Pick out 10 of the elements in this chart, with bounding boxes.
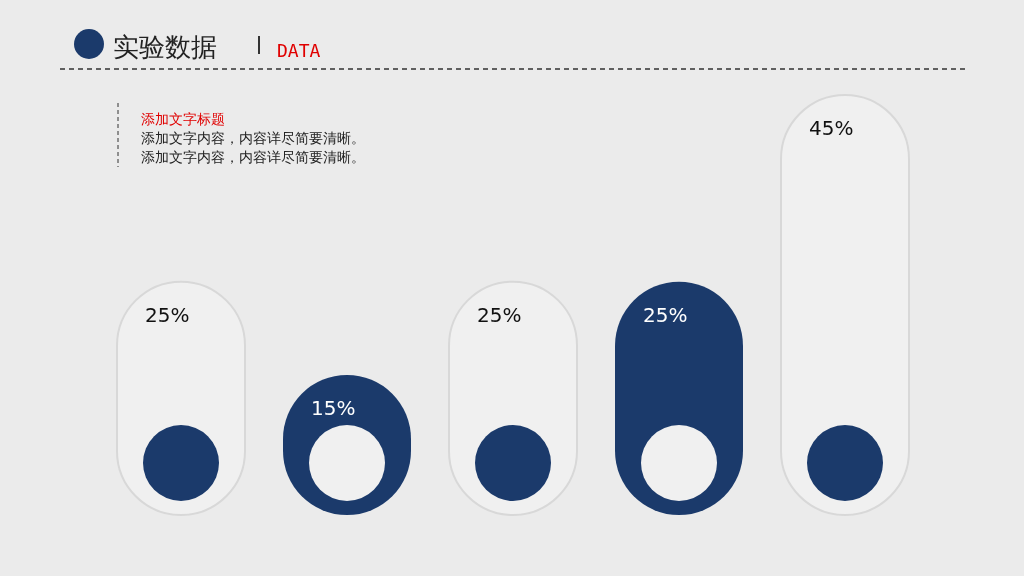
data-label: 25%: [145, 302, 190, 327]
chart-subtitle: DATA: [277, 40, 321, 61]
data-label: 25%: [477, 302, 522, 327]
annotation: 添加文字内容，内容详尽简要清晰。: [141, 149, 365, 165]
data-label: 15%: [311, 396, 356, 420]
data-label: 45%: [809, 116, 854, 140]
data-label: 25%: [643, 302, 688, 327]
annotation: 添加文字标题: [141, 111, 225, 127]
annotation: 添加文字内容，内容详尽简要清晰。: [141, 130, 365, 146]
chart-title: 实验数据: [113, 32, 217, 62]
